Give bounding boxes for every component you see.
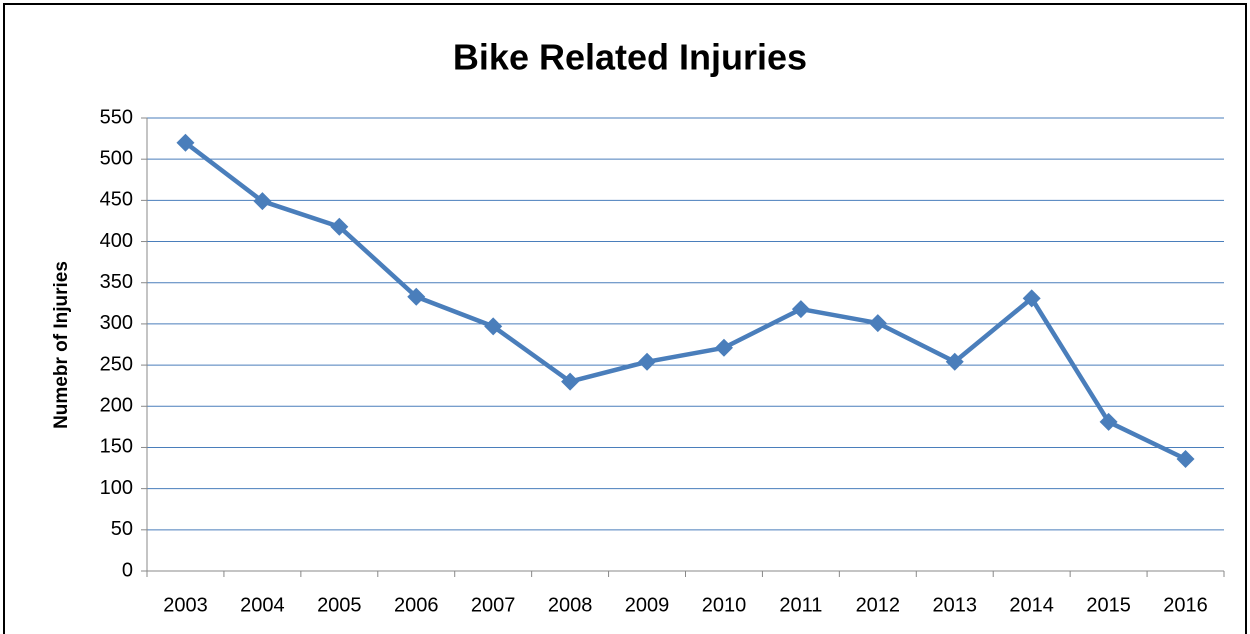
marker — [253, 192, 272, 211]
marker — [1176, 449, 1195, 468]
x-tick-label: 2003 — [163, 594, 208, 616]
marker — [330, 217, 349, 236]
x-tick-label: 2011 — [779, 594, 822, 616]
marker — [945, 352, 964, 371]
marker — [1022, 289, 1041, 308]
x-tick-label: 2013 — [933, 594, 978, 616]
marker — [714, 338, 733, 357]
y-tick-label: 500 — [100, 147, 133, 169]
marker — [561, 372, 580, 391]
marker — [638, 352, 657, 371]
x-tick-label: 2014 — [1009, 594, 1054, 616]
y-tick-label: 50 — [111, 518, 133, 540]
chart-title: Bike Related Injuries — [453, 37, 807, 78]
line — [184, 140, 1187, 462]
y-tick-label: 300 — [100, 312, 133, 334]
x-tick-label: 2012 — [856, 594, 901, 616]
y-tick-label: 350 — [100, 271, 133, 293]
x-tick-label: 2010 — [702, 594, 747, 616]
chart-frame — [3, 3, 1247, 634]
x-tick-label: 2004 — [240, 594, 285, 616]
x-tick-label: 2009 — [625, 594, 670, 616]
x-tick-label: 2008 — [548, 594, 593, 616]
x-tick-label: 2005 — [317, 594, 362, 616]
y-tick-label: 450 — [100, 189, 133, 211]
x-tick-label: 2006 — [394, 594, 439, 616]
y-tick-label: 0 — [122, 559, 133, 581]
x-tick-label: 2015 — [1086, 594, 1131, 616]
y-tick-label: 200 — [100, 395, 133, 417]
x-tick-label: 2007 — [471, 594, 516, 616]
marker — [407, 287, 426, 306]
y-tick-label: 100 — [100, 477, 133, 499]
x-tick-label: 2016 — [1163, 594, 1208, 616]
marker — [791, 300, 810, 319]
y-tick-label: 150 — [100, 436, 133, 458]
y-axis-label: Numebr of Injuries — [51, 261, 72, 429]
marker — [1099, 412, 1118, 431]
y-tick-label: 550 — [100, 106, 133, 128]
y-tick-label: 400 — [100, 230, 133, 252]
marker — [176, 133, 195, 152]
marker — [484, 317, 503, 336]
y-tick-label: 250 — [100, 353, 133, 375]
marker — [868, 314, 887, 333]
